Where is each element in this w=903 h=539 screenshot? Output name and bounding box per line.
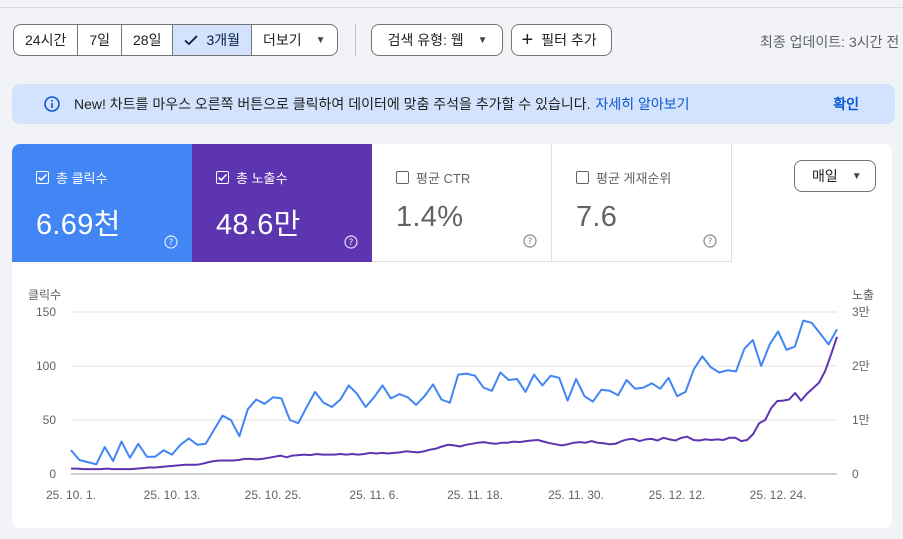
- checkbox-checked-icon[interactable]: [216, 171, 229, 184]
- caret-down-icon: ▼: [851, 170, 862, 182]
- checkbox-unchecked-icon[interactable]: [576, 171, 589, 184]
- plus-icon: +: [521, 29, 534, 51]
- svg-text:?: ?: [708, 237, 713, 247]
- impressions-series-line: [71, 336, 838, 471]
- top-divider: [0, 7, 903, 8]
- banner-message: New! 차트를 마우스 오른쪽 버튼으로 클릭하여 데이터에 맞춤 주석을 추…: [74, 96, 591, 112]
- check-icon: [184, 35, 199, 46]
- metric-label: 총 노출수: [236, 171, 288, 186]
- metric-label: 총 클릭수: [56, 171, 108, 186]
- help-icon[interactable]: ?: [523, 234, 537, 248]
- x-axis-tick-label: 25. 10. 25.: [245, 488, 302, 502]
- last-update-text: 최종 업데이트: 3시간 전: [760, 34, 900, 50]
- performance-chart[interactable]: 0 50 100 150 0 1만 2만 3만 클릭수 노출 25. 10. 1. 25. 10. 1…: [12, 262, 892, 528]
- left-axis-tick-label: 150: [36, 305, 56, 319]
- right-axis-tick-label: 3만: [852, 305, 870, 319]
- granularity-dropdown[interactable]: 매일 ▼: [794, 160, 876, 192]
- metric-label: 평균 게재순위: [596, 171, 672, 186]
- metric-average-ctr[interactable]: 평균 CTR 1.4% ?: [372, 144, 552, 262]
- more-date-ranges-button[interactable]: 더보기 ▼: [263, 32, 326, 48]
- filter-divider: [354, 24, 356, 56]
- caret-down-icon: ▼: [477, 34, 488, 46]
- search-type-filter[interactable]: 검색 유형: 웹 ▼: [370, 24, 503, 56]
- date-range-28d[interactable]: 28일: [122, 25, 174, 55]
- metric-total-impressions[interactable]: 총 노출수 48.6만 ?: [192, 144, 372, 262]
- performance-card: 총 클릭수 6.69천 ? 총 노출수 48.6만 ? 평균 CTR 1.4% …: [12, 144, 892, 528]
- x-axis-tick-label: 25. 11. 18.: [447, 488, 503, 502]
- left-axis-tick-label: 0: [49, 467, 56, 481]
- right-axis-tick-label: 1만: [852, 413, 870, 427]
- right-axis-tick-label: 2만: [852, 359, 870, 373]
- help-icon[interactable]: ?: [344, 235, 358, 249]
- svg-text:?: ?: [349, 238, 354, 248]
- date-range-24h[interactable]: 24시간: [14, 25, 79, 55]
- metric-value: 6.69천: [36, 209, 121, 241]
- left-axis-label: 클릭수: [28, 288, 61, 302]
- left-axis-tick-label: 100: [36, 359, 56, 373]
- date-range-selector: 24시간 7일 28일 3개월 더보기 ▼: [13, 24, 338, 56]
- checkbox-checked-icon[interactable]: [36, 171, 49, 184]
- metric-average-position[interactable]: 평균 게재순위 7.6 ?: [552, 144, 732, 262]
- metric-value: 48.6만: [216, 209, 301, 241]
- left-axis-tick-label: 50: [43, 413, 57, 427]
- x-axis-tick-label: 25. 11. 6.: [349, 488, 398, 502]
- x-axis-tick-label: 25. 10. 13.: [144, 488, 201, 502]
- learn-more-link[interactable]: 자세히 알아보기: [595, 96, 690, 112]
- x-axis-tick-label: 25. 12. 12.: [649, 488, 706, 502]
- banner-confirm-button[interactable]: 확인: [833, 96, 859, 112]
- x-axis-tick-label: 25. 11. 30.: [548, 488, 604, 502]
- svg-text:?: ?: [169, 238, 174, 248]
- x-axis-tick-label: 25. 10. 1.: [46, 488, 96, 502]
- x-axis-tick-label: 25. 12. 24.: [750, 488, 807, 502]
- right-axis-label: 노출: [852, 288, 874, 302]
- info-icon: [44, 96, 60, 112]
- metric-label: 평균 CTR: [416, 171, 471, 186]
- help-icon[interactable]: ?: [703, 234, 717, 248]
- metric-value: 7.6: [576, 201, 618, 233]
- clicks-series-line: [70, 319, 838, 466]
- caret-down-icon: ▼: [315, 34, 326, 46]
- help-icon[interactable]: ?: [164, 235, 178, 249]
- date-range-3m[interactable]: 3개월: [173, 25, 253, 55]
- checkbox-unchecked-icon[interactable]: [396, 171, 409, 184]
- filter-bar: 24시간 7일 28일 3개월 더보기 ▼ 검색 유형: 웹 ▼ + 필터 추가: [13, 24, 612, 56]
- announcement-banner: New! 차트를 마우스 오른쪽 버튼으로 클릭하여 데이터에 맞춤 주석을 추…: [12, 84, 895, 124]
- metric-value: 1.4%: [396, 201, 464, 233]
- metric-total-clicks[interactable]: 총 클릭수 6.69천 ?: [12, 144, 192, 262]
- metric-tabs: 총 클릭수 6.69천 ? 총 노출수 48.6만 ? 평균 CTR 1.4% …: [12, 144, 732, 262]
- right-axis-tick-label: 0: [852, 467, 859, 481]
- add-filter-button[interactable]: + 필터 추가: [510, 24, 612, 56]
- svg-text:?: ?: [528, 237, 533, 247]
- date-range-7d[interactable]: 7일: [78, 25, 123, 55]
